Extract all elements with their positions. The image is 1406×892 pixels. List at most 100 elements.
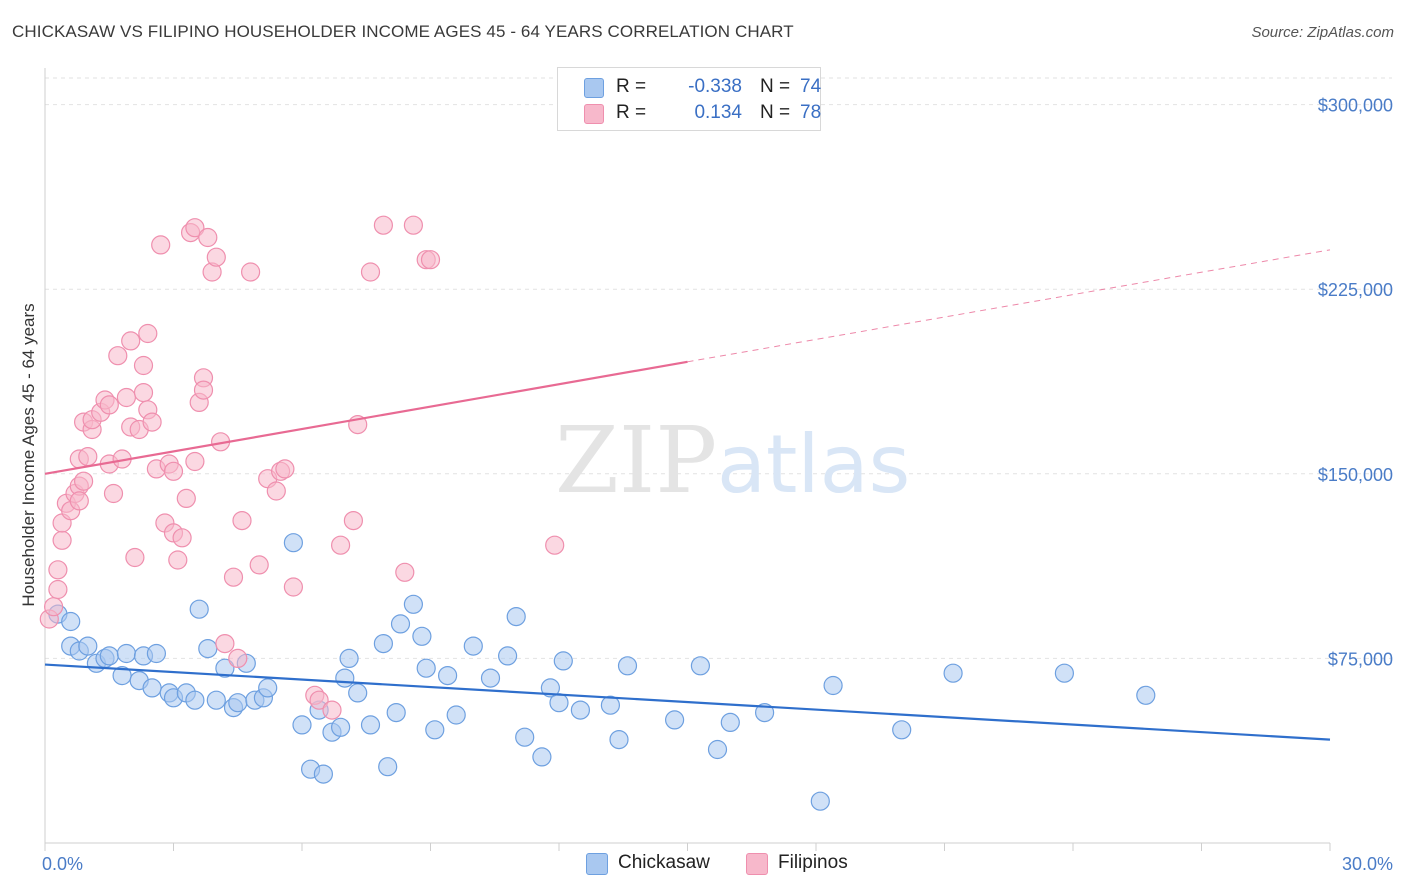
chickasaw-point <box>515 727 535 747</box>
filipinos-points <box>39 215 565 720</box>
filipinos-point <box>99 395 119 415</box>
filipinos-point <box>275 459 295 479</box>
chickasaw-trend-line <box>44 663 1331 741</box>
chickasaw-point <box>335 668 355 688</box>
legend-r-value: -0.338 <box>688 76 742 97</box>
chickasaw-point <box>228 693 248 713</box>
chickasaw-point <box>553 651 573 671</box>
filipinos-point <box>43 597 64 617</box>
y-tick-label: $300,000 <box>1318 96 1393 116</box>
filipinos-point <box>545 535 565 555</box>
chickasaw-point <box>664 710 685 730</box>
legend-n-value: 78 <box>800 102 822 123</box>
legend-n-label: N = <box>760 102 791 123</box>
chickasaw-point <box>754 702 775 723</box>
x-tick-label: 30.0% <box>1342 854 1393 874</box>
chickasaw-point <box>720 712 740 733</box>
axes <box>44 68 1331 851</box>
filipinos-point <box>198 227 218 248</box>
legend-swatch-filipinos <box>584 104 604 124</box>
filipinos-point <box>133 355 154 376</box>
y-tick-label: $150,000 <box>1318 465 1393 485</box>
chickasaw-point <box>412 626 432 646</box>
chickasaw-point <box>892 720 912 740</box>
correlation-legend: R = -0.338 N = 74 R = 0.134 N = 78 <box>557 67 821 131</box>
filipinos-point <box>309 690 329 710</box>
filipinos-trend-line <box>44 360 688 475</box>
chickasaw-point <box>61 611 81 632</box>
filipinos-point <box>48 560 68 580</box>
filipinos-point <box>108 346 128 366</box>
chickasaw-points <box>48 533 1156 811</box>
filipinos-point <box>395 562 415 582</box>
filipinos-point <box>322 700 342 720</box>
chickasaw-point <box>283 533 303 553</box>
chickasaw-point <box>943 663 963 683</box>
chickasaw-point <box>339 648 359 669</box>
filipinos-point <box>52 530 72 550</box>
filipinos-point <box>142 412 162 432</box>
chickasaw-point <box>1136 685 1156 705</box>
chickasaw-point <box>142 678 162 698</box>
legend-r-label: R = <box>616 76 647 97</box>
chickasaw-point <box>378 757 398 777</box>
filipinos-trend-line-extension <box>687 249 1331 363</box>
chickasaw-point <box>390 614 411 634</box>
chickasaw-point <box>189 599 209 619</box>
chickasaw-point <box>1054 663 1075 683</box>
chickasaw-point <box>146 643 166 664</box>
filipinos-point <box>116 387 137 408</box>
chickasaw-point <box>707 739 728 760</box>
filipinos-point <box>241 262 261 282</box>
watermark: ZIP atlas <box>555 407 910 514</box>
chickasaw-point <box>549 693 569 713</box>
chickasaw-point <box>331 717 351 737</box>
filipinos-point <box>223 567 244 587</box>
chickasaw-point <box>480 668 501 688</box>
filipinos-point <box>360 262 381 282</box>
chickasaw-point <box>540 678 561 698</box>
filipinos-point <box>168 550 188 570</box>
filipinos-point <box>176 488 196 508</box>
filipinos-point <box>103 483 124 504</box>
filipinos-point <box>373 215 393 235</box>
tick-labels: $75,000 $150,000 $225,000 $300,000 0.0% 30.0% <box>42 96 1393 874</box>
chickasaw-point <box>446 705 466 725</box>
filipinos-point <box>343 510 363 531</box>
chickasaw-point <box>463 636 483 656</box>
filipinos-point <box>73 471 94 491</box>
filipinos-point <box>215 633 235 654</box>
chickasaw-point <box>823 675 843 696</box>
chickasaw-point <box>506 606 526 627</box>
y-axis-label: Householder Income Ages 45 - 64 years <box>19 303 38 606</box>
source-label: Source: ZipAtlas.com <box>1251 24 1394 41</box>
y-tick-label: $225,000 <box>1318 280 1393 300</box>
bottom-legend-swatch-filipinos <box>746 853 768 875</box>
filipinos-point <box>133 383 154 403</box>
chickasaw-point <box>116 643 137 664</box>
legend-n-label: N = <box>760 76 791 97</box>
chickasaw-point <box>403 594 423 614</box>
x-tick-label: 0.0% <box>42 854 83 874</box>
grid-lines <box>45 77 1392 659</box>
filipinos-point <box>283 577 303 597</box>
trend-lines <box>44 249 1331 741</box>
filipinos-point <box>228 648 248 669</box>
filipinos-point <box>185 218 205 238</box>
chickasaw-point <box>215 658 235 678</box>
y-tick-label: $75,000 <box>1328 649 1393 669</box>
filipinos-point <box>163 461 184 481</box>
filipinos-point <box>125 547 145 568</box>
bottom-legend-label-chickasaw: Chickasaw <box>618 852 710 873</box>
chickasaw-point <box>810 791 830 811</box>
filipinos-point <box>206 247 226 267</box>
watermark-zip: ZIP <box>555 407 717 514</box>
filipinos-point <box>331 535 351 555</box>
chickasaw-point <box>690 656 711 676</box>
filipinos-point <box>48 579 68 600</box>
legend-swatch-chickasaw <box>584 78 604 98</box>
filipinos-point <box>403 215 423 235</box>
chickasaw-point <box>198 638 218 659</box>
chickasaw-point <box>532 747 552 767</box>
